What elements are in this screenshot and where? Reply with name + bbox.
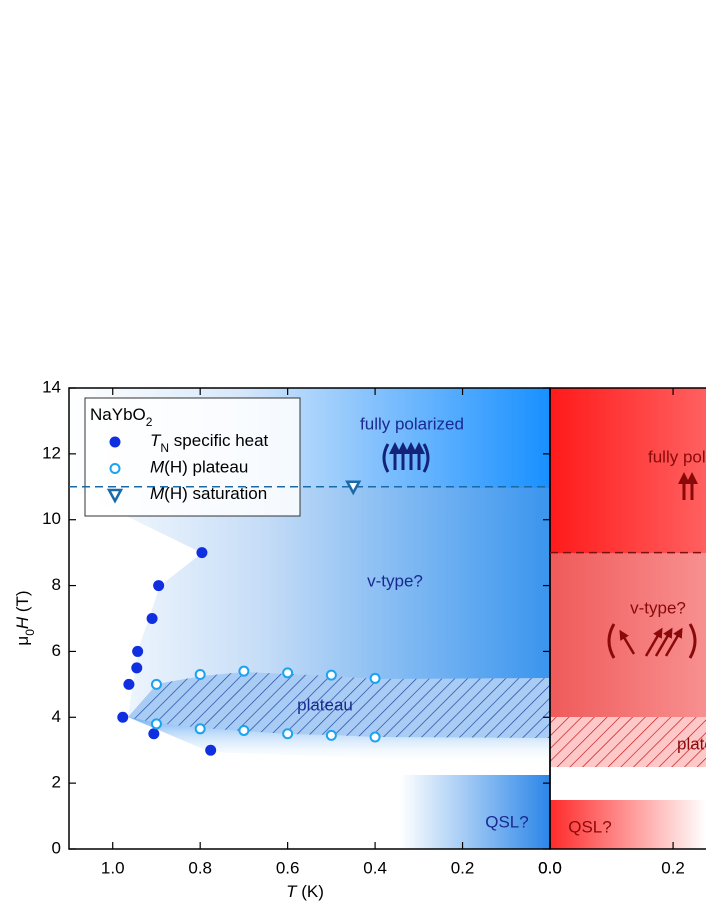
x-tick-label: 0.2 [451, 858, 475, 877]
annotation: plateau [677, 734, 706, 753]
point [148, 728, 160, 740]
label-part: N [160, 441, 169, 455]
label-part: (K) [297, 882, 324, 901]
annotation: plateau [297, 695, 353, 714]
point [325, 669, 337, 681]
point [282, 728, 294, 740]
red-polarized-region [550, 388, 706, 553]
label-part: μ [13, 636, 32, 646]
point [282, 667, 294, 679]
annotation: fully polarized [648, 447, 706, 466]
point [238, 724, 250, 736]
qsl-region [400, 775, 550, 849]
red-qsl-region [550, 800, 706, 849]
y-axis-title: μ0H (T) [13, 590, 37, 645]
point [205, 744, 217, 756]
point [131, 662, 143, 674]
label-part: T [286, 882, 298, 901]
point [150, 718, 162, 730]
point [196, 547, 208, 559]
point [123, 678, 135, 690]
y-tick-label: 2 [52, 773, 61, 792]
y-tick-label: 4 [52, 707, 61, 726]
label-part: (H) saturation [164, 484, 267, 503]
y-tick-label: 8 [52, 575, 61, 594]
annotation: QSL? [568, 817, 611, 836]
x-tick-label: 0.0 [538, 858, 562, 877]
label-part: 0 [23, 629, 37, 636]
label-part: (T) [13, 590, 32, 616]
y-tick-label: 14 [42, 377, 61, 396]
v-type-region [69, 488, 550, 717]
legend-label: M(H) plateau [150, 458, 248, 477]
label-part: specific heat [169, 431, 268, 450]
point [117, 711, 129, 723]
legend-title: NaYbO2 [90, 405, 153, 429]
point [369, 731, 381, 743]
point [153, 580, 165, 592]
x-tick-label: 0.6 [276, 858, 300, 877]
annotation: QSL? [485, 812, 528, 831]
label-part: T [150, 431, 162, 450]
plateau-region [128, 672, 550, 738]
x-tick-label: 0.2 [661, 858, 685, 877]
point [238, 665, 250, 677]
x-tick-label: 0.8 [188, 858, 212, 877]
label-part: M [150, 458, 165, 477]
annotation: fully polarized [360, 414, 464, 433]
label-part: 2 [146, 415, 153, 429]
label-part: H [13, 616, 32, 629]
legend-marker [109, 436, 121, 448]
red-v-type-region [550, 553, 706, 717]
point [345, 480, 362, 496]
point [194, 723, 206, 735]
x-tick-label: 0.4 [363, 858, 387, 877]
x-tick-label: 0.0 [538, 858, 562, 877]
annotation: v-type? [367, 571, 423, 590]
x-axis-title: T (K) [286, 882, 324, 901]
regions [69, 388, 706, 849]
y-tick-label: 10 [42, 509, 61, 528]
legend-marker [109, 463, 121, 474]
x-tick-label: 1.0 [101, 858, 125, 877]
y-tick-label: 0 [52, 838, 61, 857]
legend-label: M(H) saturation [150, 484, 267, 503]
point [150, 678, 162, 690]
annotation: v-type? [630, 598, 686, 617]
label-part: (H) plateau [164, 458, 248, 477]
point [325, 729, 337, 741]
legend-box [84, 397, 301, 517]
point [146, 613, 158, 624]
label-part: M [150, 484, 165, 503]
legend-label: TN specific heat [150, 431, 269, 455]
point [194, 668, 206, 680]
right-frame [549, 387, 706, 850]
spin-icons [382, 442, 698, 659]
point [369, 672, 381, 684]
label-part: NaYbO [90, 405, 146, 424]
point [132, 645, 144, 657]
legend-marker [106, 488, 124, 504]
y-tick-label: 12 [42, 443, 61, 462]
y-tick-label: 6 [52, 641, 61, 660]
red-plateau-region [550, 717, 706, 767]
